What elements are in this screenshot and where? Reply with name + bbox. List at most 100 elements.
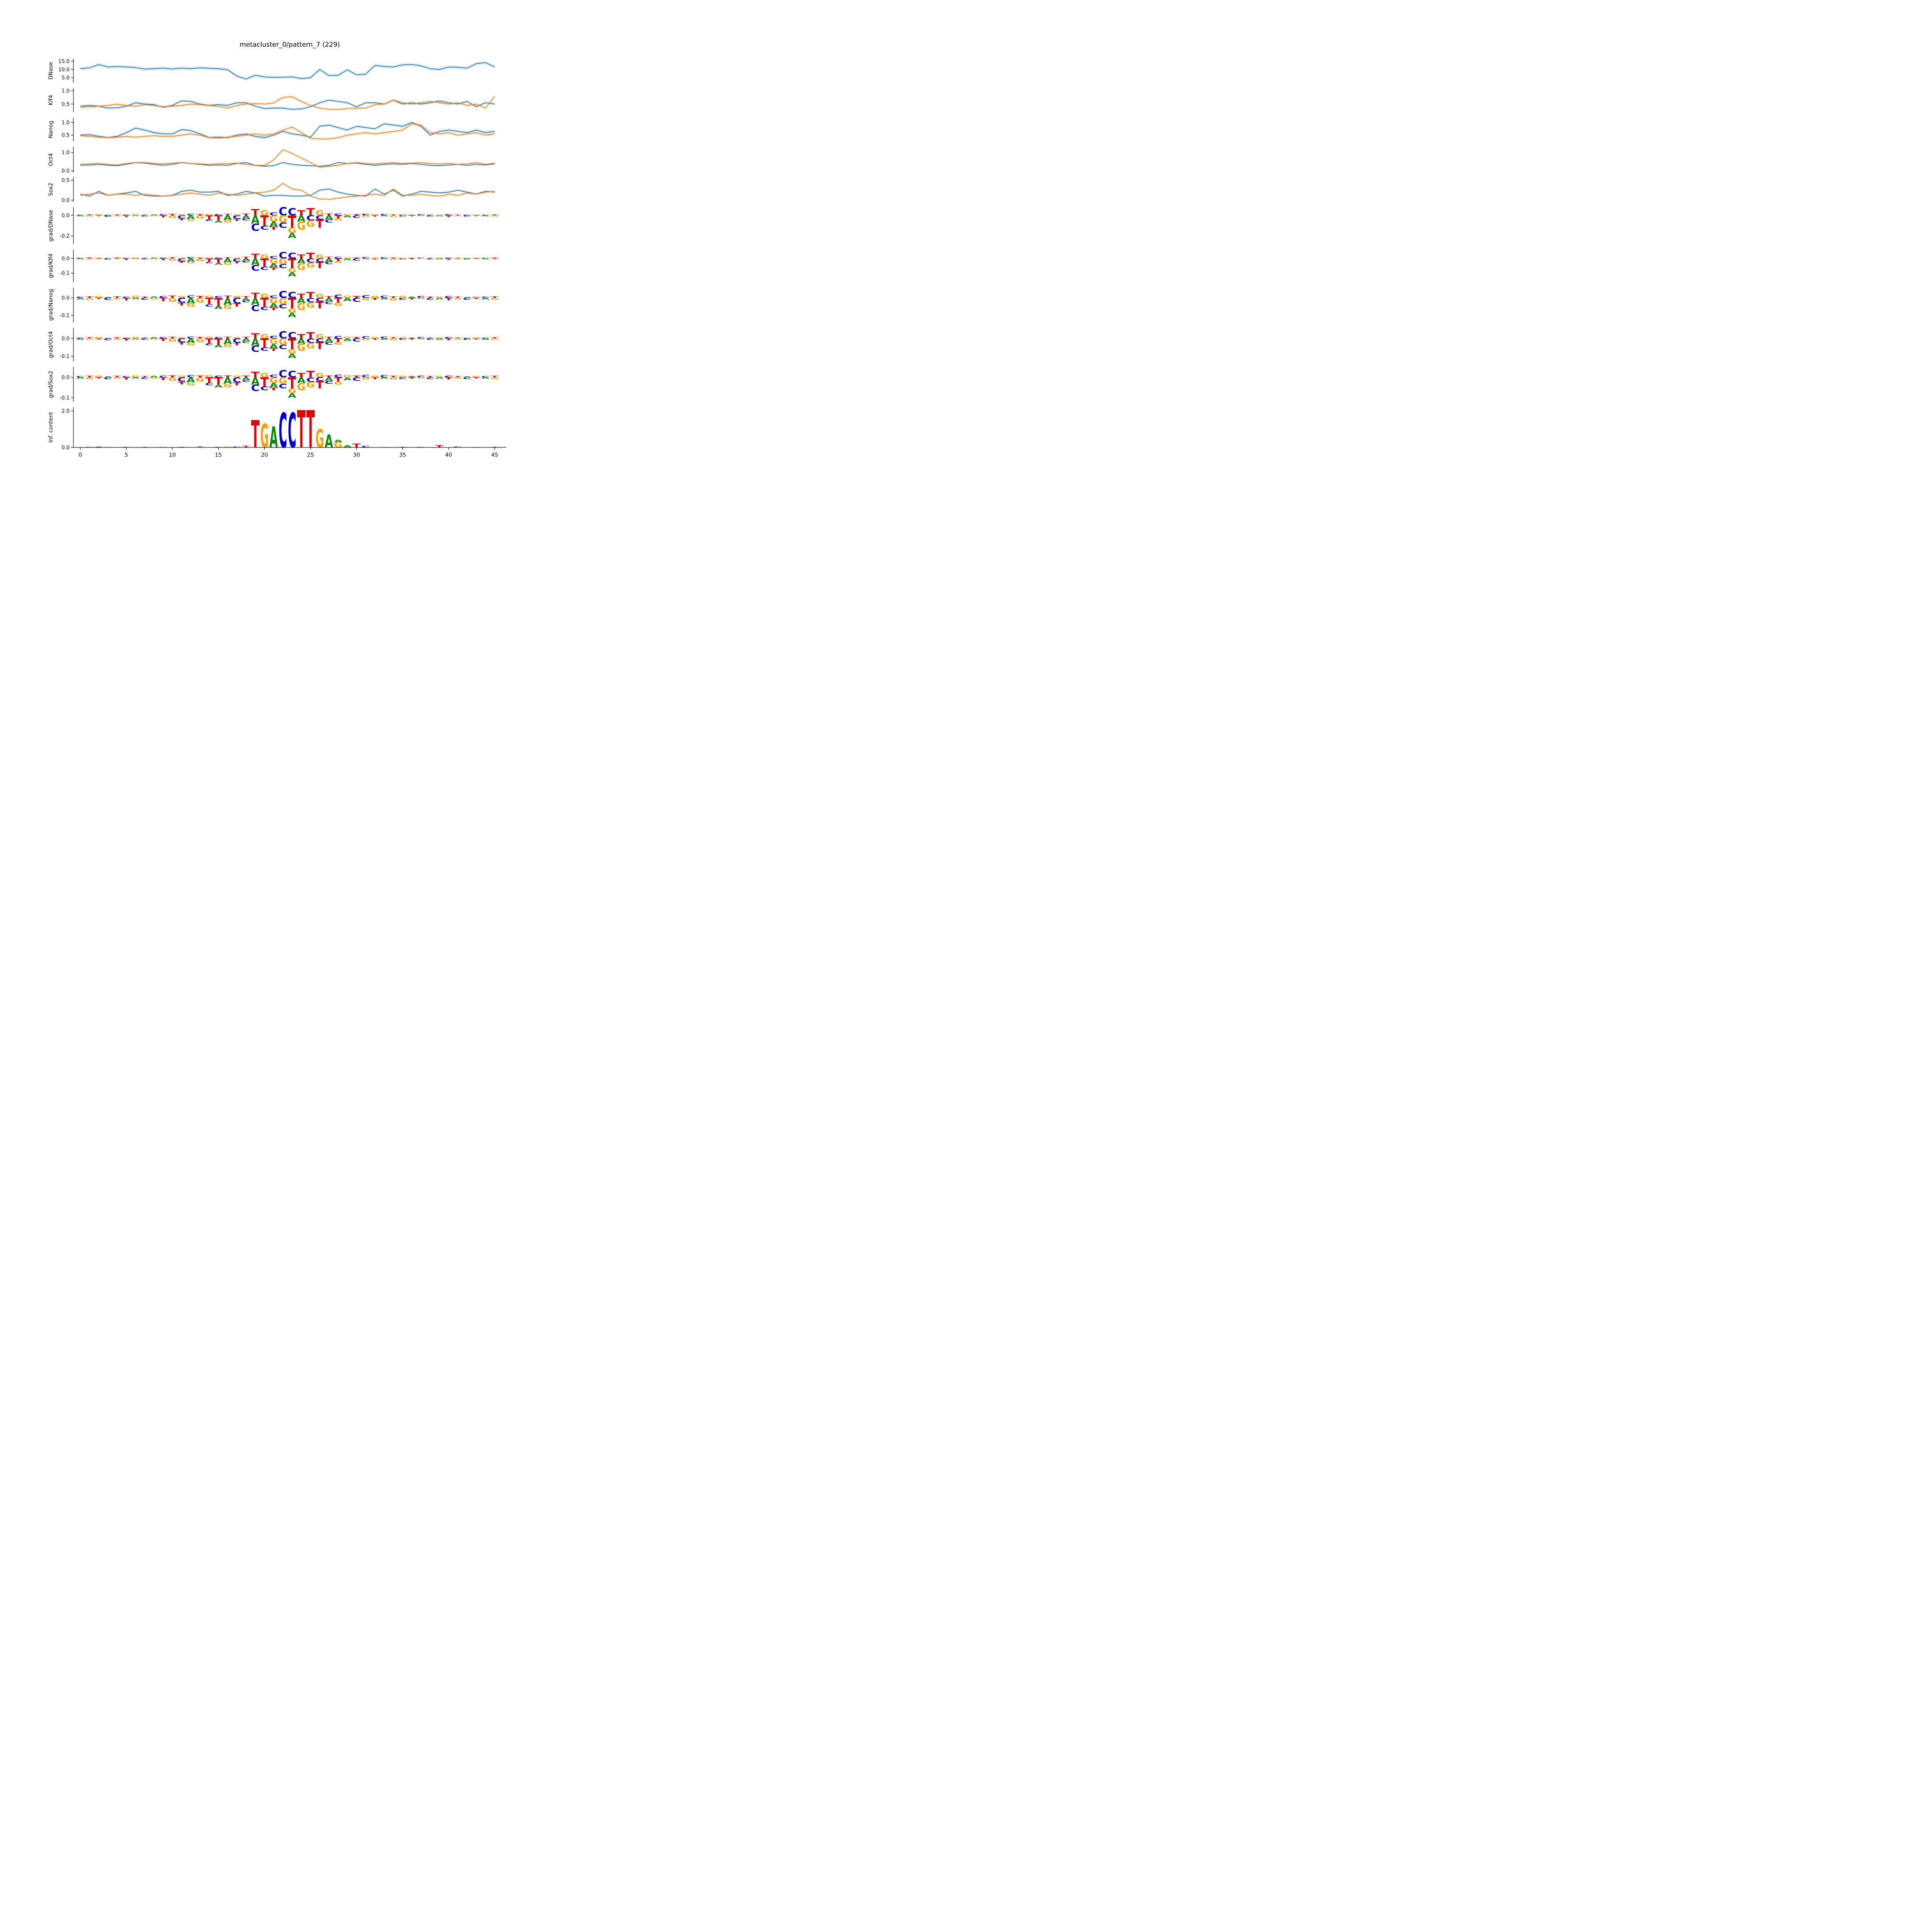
logo-letter-G: G xyxy=(131,336,140,339)
logo-letter-T: T xyxy=(260,336,269,350)
logo-letter-T: T xyxy=(113,214,123,216)
logo-letter-G: G xyxy=(233,296,241,299)
logo-letter-A: A xyxy=(343,338,352,342)
logo-letter-C: C xyxy=(141,258,150,260)
logo-letter-G: G xyxy=(279,337,287,347)
logo-letter-G: G xyxy=(334,381,342,386)
logo-letter-C: C xyxy=(417,375,425,378)
logo-letter-G: G xyxy=(177,337,186,339)
logo-letter-T: T xyxy=(297,209,306,217)
logo-letter-T: T xyxy=(297,293,306,300)
logo-letter-C: C xyxy=(251,384,260,394)
logo-letter-A: A xyxy=(380,338,388,340)
logo-letter-G: G xyxy=(472,296,481,299)
logo-letter-G: G xyxy=(288,267,296,274)
logo-letter-C: C xyxy=(463,298,471,301)
logo-letter-T: T xyxy=(325,296,333,298)
logo-letter-C: C xyxy=(306,258,315,264)
series-line-orange xyxy=(80,96,495,110)
logo-letter-T: T xyxy=(408,338,417,340)
logo-letter-A: A xyxy=(131,377,140,379)
logo-letter-A: A xyxy=(214,344,223,348)
logo-letter-A: A xyxy=(325,431,333,452)
logo-letter-T: T xyxy=(159,338,168,342)
y-tick-label: 1.0 xyxy=(61,120,70,126)
logo-letter-T: T xyxy=(168,257,178,259)
logo-letter-A: A xyxy=(269,421,278,454)
logo-letter-G: G xyxy=(205,336,214,339)
logo-letter-C: C xyxy=(269,295,278,299)
logo-letter-A: A xyxy=(150,337,158,339)
logo-letter-A: A xyxy=(251,337,260,348)
logo-letter-G: G xyxy=(316,253,324,260)
logo-letter-A: A xyxy=(187,338,196,345)
logo-letter-C: C xyxy=(279,329,287,341)
logo-letter-C: C xyxy=(233,338,241,345)
logo-letter-A: A xyxy=(223,258,232,264)
logo-letter-A: A xyxy=(435,377,445,379)
logo-letter-G: G xyxy=(362,215,371,218)
logo-letter-A: A xyxy=(325,376,333,383)
logo-letter-G: G xyxy=(297,220,306,233)
logo-letter-T: T xyxy=(408,298,417,300)
logo-letter-C: C xyxy=(279,290,287,301)
logo-letter-T: T xyxy=(472,338,482,340)
logo-letter-T: T xyxy=(490,376,500,378)
logo-letter-T: T xyxy=(205,338,214,345)
logo-letter-T: T xyxy=(177,381,186,385)
series-line-blue xyxy=(80,122,495,138)
logo-letter-T: T xyxy=(306,370,315,380)
logo-letter-T: T xyxy=(288,335,296,353)
logo-letter-T: T xyxy=(196,337,205,339)
logo-letter-T: T xyxy=(233,342,242,346)
logo-letter-T: T xyxy=(269,226,279,231)
logo-letter-G: G xyxy=(398,296,407,299)
logo-letter-A: A xyxy=(481,298,490,300)
logo-letter-T: T xyxy=(269,387,278,391)
logo-letter-G: G xyxy=(95,214,103,216)
x-tick-label: 45 xyxy=(491,452,498,458)
logo-letter-C: C xyxy=(325,219,333,224)
logo-letter-T: T xyxy=(205,297,214,307)
logo-letter-G: G xyxy=(288,388,296,395)
panel-label: grad/Sox2 xyxy=(48,371,54,398)
logo-letter-T: T xyxy=(214,375,223,387)
logo-letter-C: C xyxy=(306,297,315,304)
logo-letter-C: C xyxy=(242,260,250,263)
logo-letter-C: C xyxy=(76,296,85,298)
logo-letter-G: G xyxy=(306,342,315,350)
logo-letter-T: T xyxy=(242,375,251,378)
logo-letter-G: G xyxy=(343,336,352,339)
logo-letter-A: A xyxy=(242,377,251,381)
logo-letter-C: C xyxy=(159,337,167,339)
y-tick-label: -0.2 xyxy=(60,233,70,239)
logo-letter-G: G xyxy=(113,377,121,379)
logo-letter-C: C xyxy=(334,374,342,378)
logo-letter-T: T xyxy=(113,296,122,299)
logo-letter-T: T xyxy=(233,219,241,222)
logo-letter-T: T xyxy=(196,446,206,448)
logo-letter-T: T xyxy=(490,337,500,339)
logo-letter-A: A xyxy=(187,377,196,384)
logo-letter-A: A xyxy=(435,338,444,340)
logo-letter-G: G xyxy=(196,377,204,384)
x-tick-label: 5 xyxy=(125,452,128,458)
logo-letter-C: C xyxy=(426,338,434,340)
logo-letter-T: T xyxy=(325,213,333,216)
logo-letter-G: G xyxy=(177,296,186,299)
logo-letter-G: G xyxy=(150,258,158,260)
logo-letter-C: C xyxy=(325,301,333,305)
logo-letter-G: G xyxy=(269,376,278,385)
logo-letter-G: G xyxy=(343,257,352,259)
logo-letter-C: C xyxy=(362,213,370,216)
series-line-blue xyxy=(80,62,495,80)
logo-letter-C: C xyxy=(352,258,361,262)
y-tick-label: -0.1 xyxy=(60,271,70,277)
logo-letter-T: T xyxy=(141,337,151,338)
logo-letter-A: A xyxy=(223,214,232,222)
logo-letter-A: A xyxy=(408,376,416,378)
logo-letter-T: T xyxy=(260,257,269,270)
logo-letter-G: G xyxy=(454,377,462,379)
logo-letter-G: G xyxy=(150,338,158,340)
